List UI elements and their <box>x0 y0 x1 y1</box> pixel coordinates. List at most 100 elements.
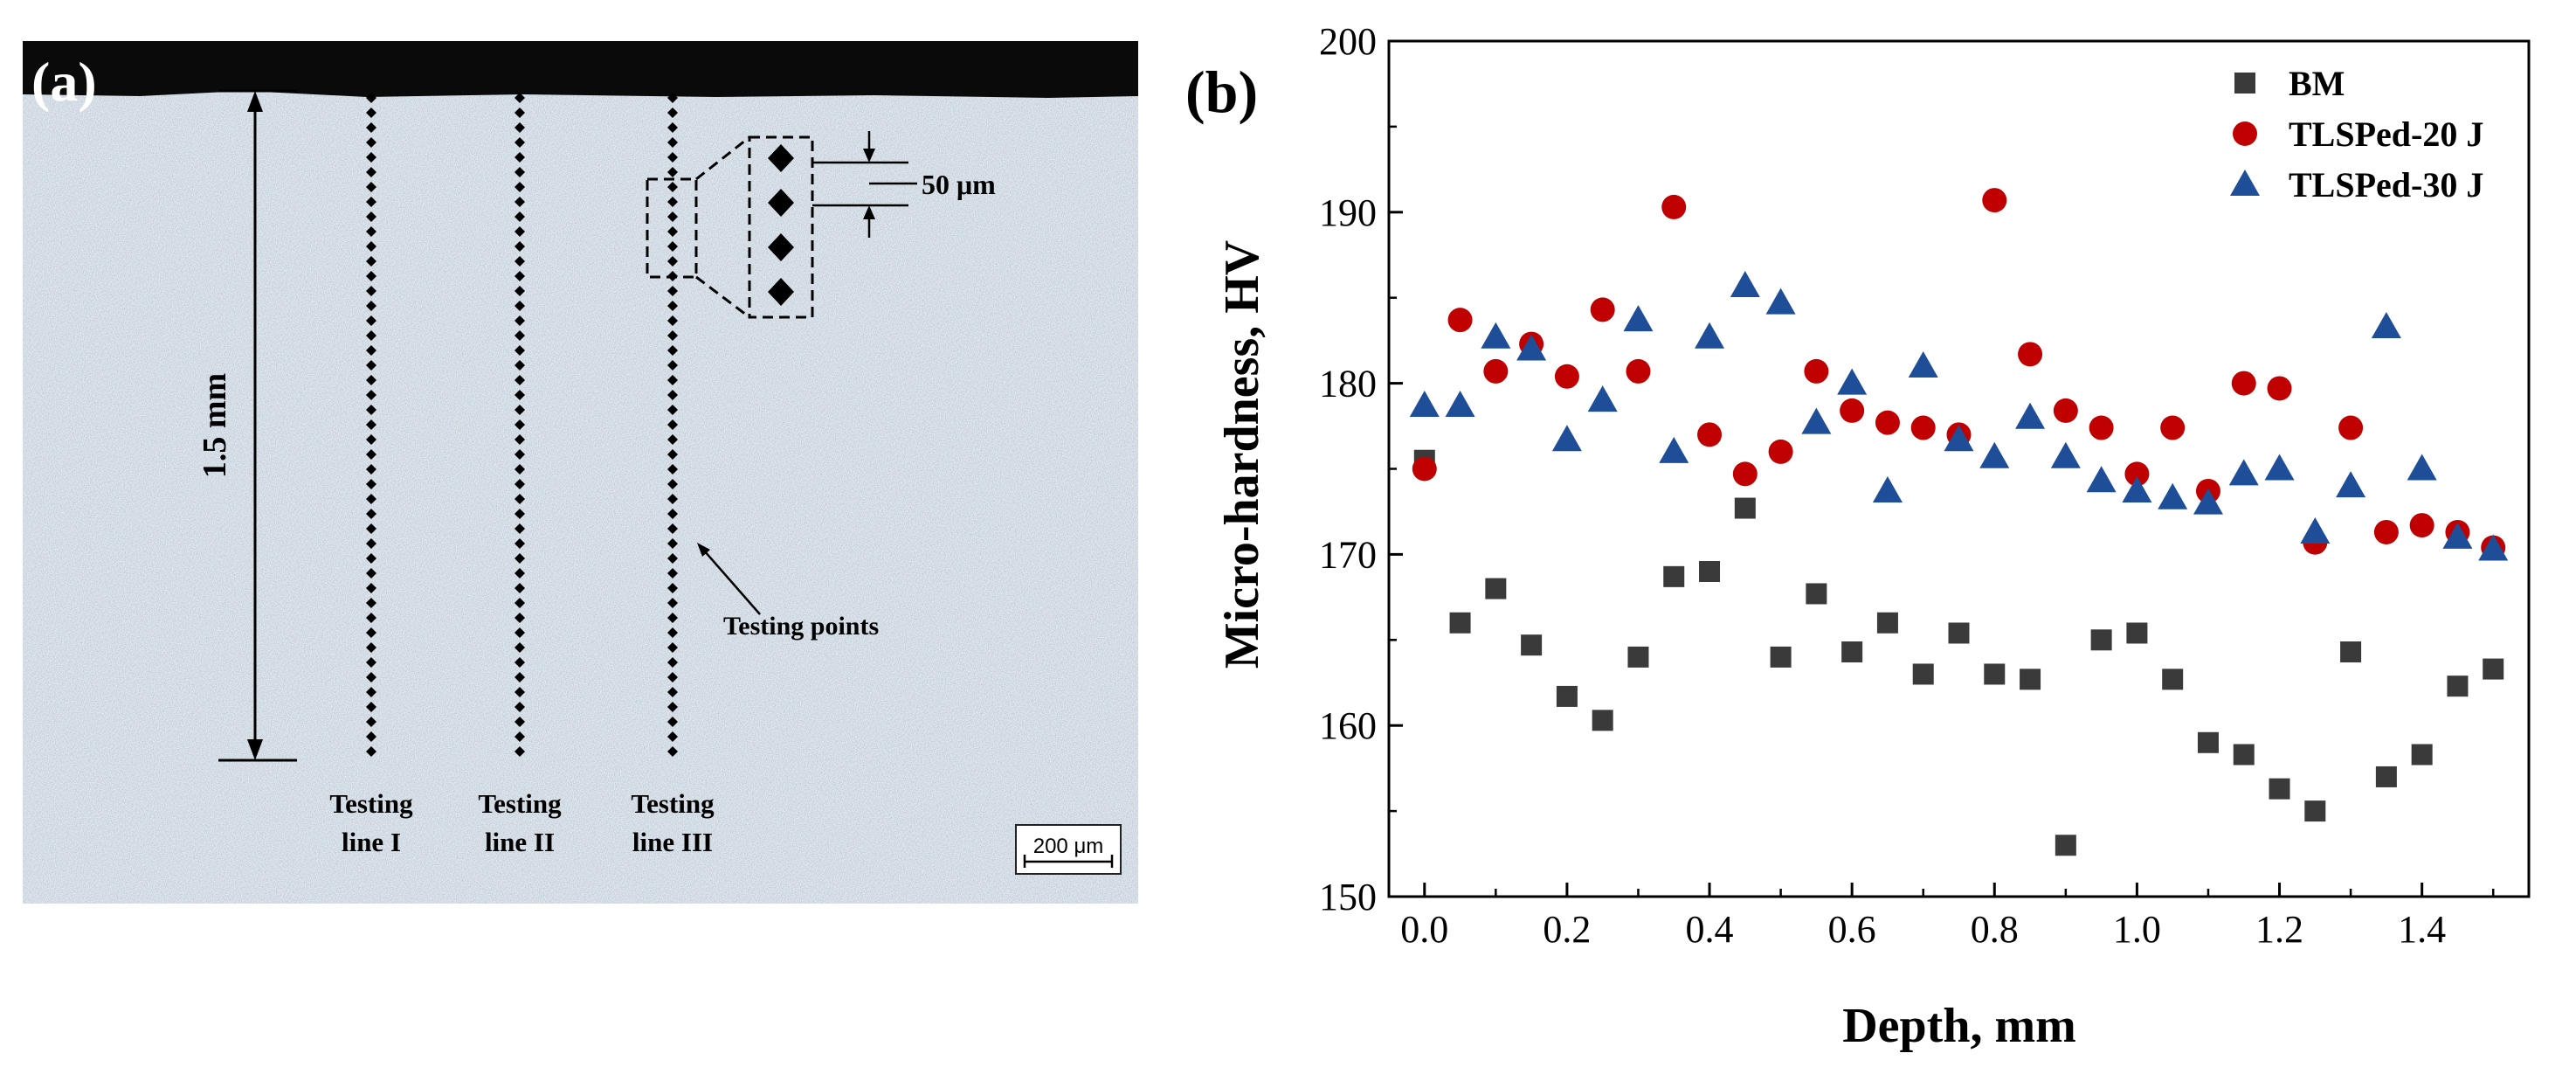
testing-point <box>515 330 525 341</box>
testing-point <box>515 464 525 475</box>
testing-point <box>667 642 678 653</box>
data-point <box>1409 391 1440 418</box>
panel-b-chart: (b) 0.0 0.2 0.4 0.6 0.8 1.0 1.2 1.4 150 160 170 180… <box>1185 20 2531 1053</box>
data-point <box>2409 513 2434 538</box>
data-point <box>1984 663 2006 685</box>
testing-point <box>366 137 376 148</box>
y-tick-label: 200 <box>1319 20 1377 63</box>
data-point <box>2193 488 2223 515</box>
data-point <box>1659 436 1689 463</box>
testing-point <box>515 553 525 564</box>
panel-a-label: (a) <box>31 51 97 113</box>
data-point <box>2336 471 2366 498</box>
data-point <box>1695 322 1725 349</box>
data-point <box>2124 461 2150 487</box>
testing-point <box>366 211 376 222</box>
data-point <box>1765 288 1796 315</box>
data-point <box>2447 676 2469 697</box>
depth-label: 1.5 mm <box>197 373 233 478</box>
testing-point <box>515 479 525 489</box>
data-point <box>1912 663 1934 685</box>
testing-point <box>366 315 376 326</box>
x-tick-label: 1.4 <box>2398 908 2446 951</box>
data-point <box>1872 475 1903 502</box>
data-point <box>2340 641 2362 663</box>
data-point <box>1661 194 1687 219</box>
testing-point <box>515 494 525 504</box>
testing-point <box>366 360 376 371</box>
testing-point <box>667 568 678 579</box>
data-point <box>1875 410 1900 435</box>
testing-point <box>366 182 376 192</box>
testing-point <box>366 746 376 757</box>
data-point <box>1982 188 2007 213</box>
testing-point <box>515 509 525 519</box>
data-point <box>2053 398 2078 423</box>
data-point <box>1592 710 1613 731</box>
testing-point <box>667 137 678 148</box>
legend-label: TLSPed-20 J <box>2289 114 2483 154</box>
chart-axes: 0.0 0.2 0.4 0.6 0.8 1.0 1.2 1.4 150 160 170 180 190 2… <box>1319 20 2531 951</box>
data-point <box>1841 641 1863 663</box>
x-tick-label: 0.6 <box>1828 908 1876 951</box>
data-point <box>2160 415 2186 440</box>
x-tick-label: 0.4 <box>1686 908 1734 951</box>
testing-point <box>366 509 376 519</box>
data-point <box>1412 456 1437 482</box>
testing-point <box>515 137 525 148</box>
testing-point <box>667 197 678 207</box>
legend-marker <box>2233 121 2257 146</box>
data-point <box>2407 454 2437 481</box>
testing-point <box>667 449 678 460</box>
testing-line-1-points <box>366 93 376 757</box>
data-point <box>2015 402 2046 429</box>
data-point <box>2267 376 2292 401</box>
inset-testing-points <box>768 144 794 306</box>
data-point <box>2478 534 2509 561</box>
testing-point <box>515 598 525 608</box>
testing-point <box>366 449 376 460</box>
y-tick-label: 190 <box>1319 191 1377 234</box>
testing-point <box>515 731 525 742</box>
x-axis-label: Depth, mm <box>1842 999 2076 1053</box>
testing-point <box>366 390 376 400</box>
testing-point <box>667 434 678 445</box>
data-point <box>2233 744 2255 766</box>
testing-point <box>667 286 678 296</box>
data-point <box>1732 461 1758 487</box>
testing-point <box>366 494 376 504</box>
testing-point <box>366 731 376 742</box>
legend-marker <box>2230 170 2260 196</box>
data-point <box>1481 322 1511 349</box>
panel-a-micrograph: (a) 1.5 mm <box>23 41 1138 904</box>
testing-point <box>515 182 525 192</box>
x-tick-label: 1.2 <box>2255 908 2303 951</box>
testing-point <box>515 271 525 281</box>
testing-point <box>667 523 678 534</box>
x-tick-label: 0.8 <box>1971 908 2019 951</box>
testing-point <box>515 93 525 103</box>
testing-point <box>515 360 525 371</box>
testing-point <box>366 717 376 727</box>
testing-point <box>667 122 678 133</box>
series-tlsped-20-j <box>1412 188 2506 560</box>
testing-point <box>366 702 376 712</box>
testing-point <box>366 93 376 103</box>
data-point <box>1447 308 1473 333</box>
testing-point <box>515 315 525 326</box>
testing-point <box>667 672 678 683</box>
data-point <box>1626 358 1651 384</box>
data-point <box>2089 415 2114 440</box>
testing-point <box>515 197 525 207</box>
testing-point <box>366 152 376 163</box>
testing-point <box>515 211 525 222</box>
data-point <box>1840 398 1865 423</box>
testing-point <box>366 256 376 267</box>
legend-label: BM <box>2289 64 2345 103</box>
data-point <box>2375 766 2397 787</box>
testing-point <box>366 271 376 281</box>
testing-point <box>667 256 678 267</box>
testing-point <box>515 746 525 757</box>
data-point <box>2228 459 2259 486</box>
